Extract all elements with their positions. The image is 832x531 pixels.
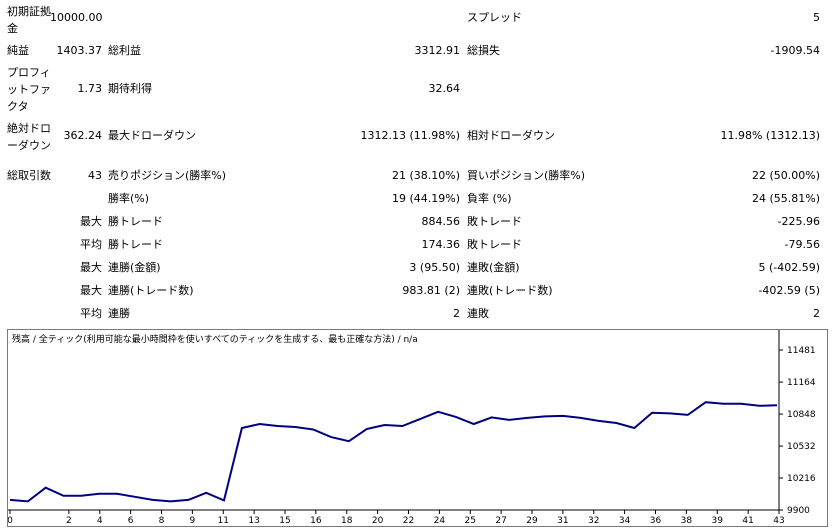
total-trades-value: 43 bbox=[88, 169, 102, 182]
y-tick-label: 11164 bbox=[787, 378, 816, 388]
x-tick-label: 24 bbox=[434, 516, 446, 526]
win-rate-label: 勝率(%) bbox=[108, 192, 150, 205]
avg-win-label: 勝トレード bbox=[108, 238, 163, 251]
x-tick-label: 27 bbox=[495, 516, 506, 526]
x-tick-label: 31 bbox=[557, 516, 568, 526]
x-tick-label: 8 bbox=[159, 516, 165, 526]
gross-profit-value: 3312.91 bbox=[414, 44, 461, 57]
largest-loss-value: -225.96 bbox=[777, 215, 820, 228]
max-consec-wins-money-value: 3 (95.50) bbox=[409, 261, 460, 274]
max-consec-loss-value: -402.59 (5) bbox=[758, 284, 820, 297]
x-tick-label: 11 bbox=[218, 516, 229, 526]
profit-factor-value: 1.73 bbox=[77, 82, 103, 95]
x-tick-label: 36 bbox=[650, 516, 662, 526]
x-tick-label: 20 bbox=[372, 516, 384, 526]
gross-loss-value: -1909.54 bbox=[770, 44, 820, 57]
x-tick-label: 41 bbox=[742, 516, 753, 526]
spread-value: 5 bbox=[813, 11, 820, 24]
net-profit-label: 純益 bbox=[7, 44, 29, 57]
x-tick-label: 2 bbox=[66, 516, 72, 526]
y-tick-label: 11481 bbox=[787, 346, 816, 356]
y-tick-label: 10216 bbox=[787, 474, 816, 484]
largest-win-label: 勝トレード bbox=[108, 215, 163, 228]
expected-payoff-value: 32.64 bbox=[428, 82, 461, 95]
balance-chart: 11481 11164 10848 10532 10216 9900 0 2 4 6 8 9 11 13 1… bbox=[7, 329, 828, 527]
x-tick-label: 4 bbox=[97, 516, 103, 526]
x-tick-label: 15 bbox=[279, 516, 290, 526]
x-tick-label: 13 bbox=[248, 516, 259, 526]
avg-win-value: 174.36 bbox=[421, 238, 461, 251]
avg-row-label: 平均 bbox=[80, 238, 102, 251]
max-consec-losses-money-label: 連敗(金額) bbox=[467, 261, 520, 274]
rel-drawdown-label: 相対ドローダウン bbox=[467, 129, 555, 142]
avg-consec-losses-value: 2 bbox=[813, 307, 820, 320]
net-profit-value: 1403.37 bbox=[56, 44, 103, 57]
spread-label: スプレッド bbox=[467, 11, 522, 24]
y-tick-label: 9900 bbox=[787, 506, 810, 516]
max-row-label: 最大 bbox=[80, 261, 102, 274]
x-tick-label: 6 bbox=[128, 516, 134, 526]
initial-deposit-label: 初期証拠金 bbox=[7, 5, 51, 35]
max-row-label: 最大 bbox=[80, 284, 102, 297]
x-tick-label: 22 bbox=[403, 516, 414, 526]
avg-loss-value: -79.56 bbox=[784, 238, 820, 251]
rel-drawdown-value: 11.98% (1312.13) bbox=[720, 129, 820, 142]
x-tick-label: 29 bbox=[526, 516, 538, 526]
x-tick-label: 18 bbox=[341, 516, 353, 526]
x-tick-label: 32 bbox=[588, 516, 599, 526]
avg-consec-losses-label: 連敗 bbox=[467, 307, 489, 320]
long-positions-label: 買いポジション(勝率%) bbox=[467, 169, 586, 182]
x-tick-label: 9 bbox=[190, 516, 196, 526]
y-tick-label: 10532 bbox=[787, 442, 816, 452]
abs-drawdown-label: 絶対ドローダウン bbox=[7, 122, 51, 152]
x-tick-label: 0 bbox=[8, 516, 13, 526]
max-consec-wins-money-label: 連勝(金額) bbox=[108, 261, 161, 274]
profit-factor-label: プロフィットファクタ bbox=[7, 66, 51, 113]
max-consec-losses-money-value: 5 (-402.59) bbox=[758, 261, 820, 274]
x-tick-label: 16 bbox=[310, 516, 322, 526]
avg-row-label: 平均 bbox=[80, 307, 102, 320]
max-drawdown-value: 1312.13 (11.98%) bbox=[360, 129, 460, 142]
abs-drawdown-value: 362.24 bbox=[63, 129, 103, 142]
loss-rate-value: 24 (55.81%) bbox=[751, 192, 820, 205]
initial-deposit-value: 10000.00 bbox=[50, 11, 103, 24]
total-trades-label: 総取引数 bbox=[7, 169, 51, 182]
x-tick-label: 25 bbox=[465, 516, 476, 526]
max-row-label: 最大 bbox=[80, 215, 102, 228]
short-positions-label: 売りポジション(勝率%) bbox=[108, 169, 227, 182]
balance-series-line bbox=[9, 401, 778, 503]
max-consec-loss-label: 連敗(トレード数) bbox=[467, 284, 553, 297]
win-rate-value: 19 (44.19%) bbox=[391, 192, 460, 205]
x-tick-label: 43 bbox=[773, 516, 784, 526]
avg-consec-wins-value: 2 bbox=[453, 307, 460, 320]
x-tick-label: 34 bbox=[619, 516, 631, 526]
max-consec-profit-label: 連勝(トレード数) bbox=[108, 284, 194, 297]
short-positions-value: 21 (38.10%) bbox=[391, 169, 460, 182]
loss-rate-label: 負率 (%) bbox=[467, 192, 512, 205]
long-positions-value: 22 (50.00%) bbox=[751, 169, 820, 182]
largest-loss-label: 敗トレード bbox=[467, 215, 522, 228]
gross-profit-label: 総利益 bbox=[108, 44, 141, 57]
max-consec-profit-value: 983.81 (2) bbox=[402, 284, 460, 297]
chart-title: 残高 / 全ティック(利用可能な最小時間枠を使いすべてのティックを生成する、最も… bbox=[12, 335, 418, 345]
y-tick-label: 10848 bbox=[787, 410, 816, 420]
x-tick-label: 38 bbox=[681, 516, 693, 526]
avg-loss-label: 敗トレード bbox=[467, 238, 522, 251]
expected-payoff-label: 期待利得 bbox=[108, 82, 152, 95]
largest-win-value: 884.56 bbox=[421, 215, 461, 228]
max-drawdown-label: 最大ドローダウン bbox=[108, 129, 196, 142]
avg-consec-wins-label: 連勝 bbox=[108, 307, 130, 320]
x-tick-label: 39 bbox=[712, 516, 724, 526]
gross-loss-label: 総損失 bbox=[467, 44, 500, 57]
